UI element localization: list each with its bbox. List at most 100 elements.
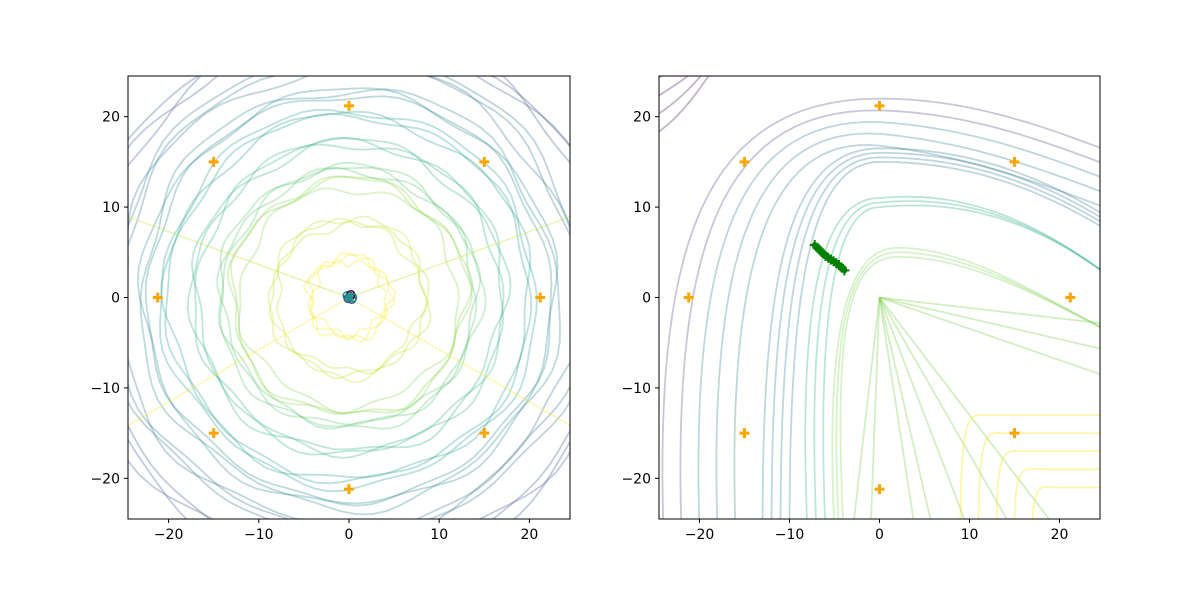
left-trajectory-curves (128, 76, 570, 519)
right-flow-curve (878, 296, 1051, 519)
right-ytick-label: −10 (621, 381, 651, 397)
right-flow-curve (977, 431, 1100, 519)
right-flow-curve (878, 297, 966, 519)
right-flow-curve (788, 160, 1100, 519)
left-loop-curve (144, 95, 553, 507)
right-x-axis: −20 −10 0 10 20 (685, 519, 1069, 543)
right-flow-curve (804, 195, 1100, 519)
right-flow-curve (870, 297, 881, 519)
right-flow-curve (659, 76, 702, 115)
right-flow-curve (770, 151, 1100, 519)
left-xtick-label: 20 (520, 527, 538, 543)
right-flow-curve (733, 144, 1100, 519)
right-flow-curve (813, 200, 1100, 519)
left-loop-curve (128, 76, 570, 519)
left-loop-curve (219, 161, 487, 430)
right-flow-curve (878, 297, 915, 519)
left-loop-curve (237, 187, 460, 414)
right-ytick-label: 20 (633, 110, 651, 126)
right-xtick-label: −20 (685, 527, 715, 543)
left-loop-curve (139, 88, 561, 516)
right-flow-curve (761, 147, 1100, 519)
left-loop-curve (186, 136, 505, 456)
left-xtick-label: 0 (345, 527, 354, 543)
right-flow-curve (831, 246, 1100, 519)
left-loop-curve (303, 252, 397, 341)
left-target-marker (208, 156, 219, 167)
right-ytick-label: −20 (621, 471, 651, 487)
left-ytick-label: 10 (102, 200, 120, 216)
left-xtick-label: −20 (154, 527, 184, 543)
left-x-axis: −20 −10 0 10 20 (154, 519, 538, 543)
left-target-marker (535, 292, 546, 303)
right-flow-curve (879, 296, 1100, 376)
left-loop-curve (190, 137, 512, 451)
right-y-axis: −20 −10 0 10 20 (621, 110, 659, 487)
right-xtick-label: 0 (875, 527, 884, 543)
right-flow-curve (697, 121, 1100, 519)
left-loop-curve (217, 166, 478, 430)
left-loop-curve (136, 87, 559, 505)
right-target-marker (1009, 156, 1020, 167)
left-target-marker (152, 292, 163, 303)
right-target-marker (874, 100, 885, 111)
right-flow-curve (878, 297, 932, 519)
right-target-marker (739, 156, 750, 167)
left-loop-curve (267, 215, 432, 384)
right-flow-curve (659, 76, 710, 133)
right-flow-curve (715, 132, 1100, 519)
left-loop-curve (276, 220, 429, 375)
left-loop-curve (230, 175, 473, 415)
right-markers (683, 100, 1076, 495)
right-flow-curve (879, 296, 1100, 350)
right-panel: −20 −10 0 10 20 −20 −10 0 10 20 (621, 75, 1101, 543)
left-ray-curve (348, 216, 570, 299)
right-flow-curve (879, 296, 1100, 324)
right-flow-curve (959, 414, 1100, 519)
right-ytick-label: 0 (642, 291, 651, 307)
left-loop-curve (307, 252, 396, 343)
left-y-axis: −20 −10 0 10 20 (90, 110, 128, 487)
right-flow-curve (853, 297, 881, 519)
right-xtick-label: 10 (961, 527, 979, 543)
left-ray-curve (128, 216, 350, 299)
left-ytick-label: −20 (90, 471, 120, 487)
left-target-marker (344, 100, 354, 111)
left-ray-curve (128, 296, 350, 427)
right-ytick-label: 10 (633, 200, 651, 216)
right-target-marker (874, 484, 885, 495)
right-flow-curve (995, 449, 1100, 519)
right-flow-curve (835, 251, 1100, 519)
left-ytick-label: 20 (102, 110, 120, 126)
left-target-marker (479, 156, 490, 167)
right-target-marker (683, 292, 694, 303)
left-loop-curve (128, 76, 570, 519)
right-flow-curve (659, 76, 664, 79)
right-xtick-label: −10 (775, 527, 805, 543)
right-flow-curve (822, 204, 1100, 519)
right-plot-area (659, 76, 1100, 519)
left-panel: −20 −10 0 10 20 −20 −10 0 10 20 (90, 75, 571, 543)
left-loop-curve (227, 175, 474, 415)
left-target-marker (208, 428, 219, 439)
left-ytick-label: 0 (111, 291, 120, 307)
left-xtick-label: 10 (430, 527, 448, 543)
left-markers (152, 100, 546, 495)
right-flow-curve (779, 156, 1100, 519)
left-xtick-label: −10 (244, 527, 274, 543)
right-xtick-label: 20 (1051, 527, 1069, 543)
right-agent-cluster (811, 242, 848, 274)
left-loop-curve (216, 166, 482, 426)
left-loop-curve (194, 143, 505, 459)
right-flow-curve (1031, 485, 1100, 519)
left-center-point (345, 293, 353, 302)
right-flow-curve (661, 97, 1100, 519)
right-target-marker (1009, 428, 1020, 439)
right-target-marker (739, 428, 750, 439)
left-target-marker (344, 484, 354, 495)
right-target-marker (1065, 292, 1076, 303)
left-loop-curve (268, 217, 428, 380)
left-ytick-label: −10 (90, 381, 120, 397)
right-flow-curve (878, 297, 1008, 519)
